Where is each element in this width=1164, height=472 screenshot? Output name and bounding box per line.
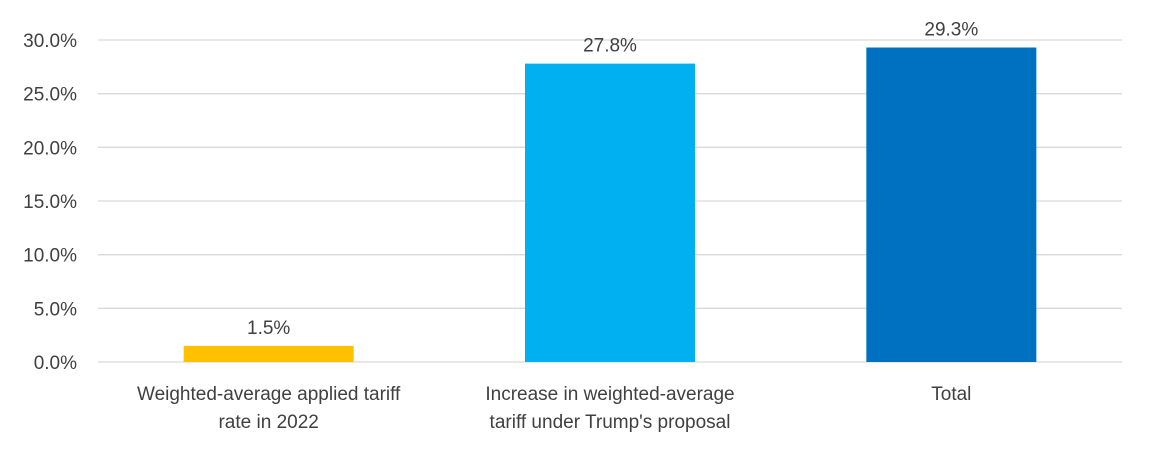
data-label: 1.5% bbox=[247, 318, 290, 339]
category-label: rate in 2022 bbox=[218, 412, 318, 433]
category-labels: Weighted-average applied tariff rate in 2… bbox=[137, 384, 971, 433]
y-tick-label: 25.0% bbox=[23, 85, 77, 106]
category-label: Total bbox=[931, 384, 971, 405]
y-tick-label: 15.0% bbox=[23, 192, 77, 213]
y-tick-label: 0.0% bbox=[34, 353, 77, 374]
data-label: 29.3% bbox=[924, 20, 978, 41]
y-tick-label: 20.0% bbox=[23, 138, 77, 159]
category-label: tariff under Trump's proposal bbox=[490, 412, 731, 433]
bar bbox=[183, 345, 354, 362]
category-label: Increase in weighted-average bbox=[485, 384, 734, 405]
y-tick-label: 30.0% bbox=[23, 31, 77, 52]
bar bbox=[525, 63, 695, 362]
y-tick-label: 5.0% bbox=[34, 299, 77, 320]
data-labels: 1.5% 27.8% 29.3% bbox=[247, 20, 978, 339]
data-label: 27.8% bbox=[583, 36, 637, 57]
bars bbox=[183, 47, 1037, 362]
y-tick-label: 10.0% bbox=[23, 246, 77, 267]
category-label: Weighted-average applied tariff bbox=[137, 384, 401, 405]
bar bbox=[866, 47, 1037, 362]
y-axis-ticks: 0.0% 5.0% 10.0% 15.0% 20.0% 25.0% 30.0% bbox=[23, 31, 77, 374]
